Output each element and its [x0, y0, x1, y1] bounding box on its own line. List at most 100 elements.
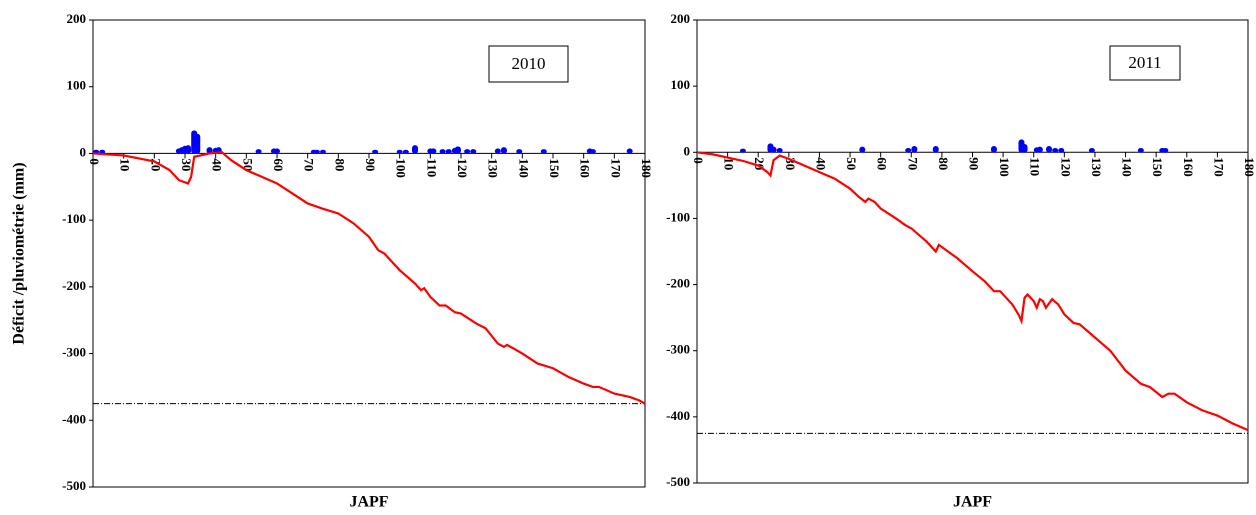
rain-bar — [500, 147, 507, 154]
annotation: 2010 — [512, 54, 546, 73]
y-tick-label: 0 — [684, 143, 691, 158]
rain-bar — [454, 146, 461, 154]
rain-bar — [1137, 147, 1144, 153]
y-tick-label: -200 — [666, 276, 690, 291]
rain-bar — [1058, 147, 1065, 153]
annotation-box — [1109, 45, 1181, 81]
x-tick-label: 90 — [363, 158, 378, 171]
rain-bar — [739, 148, 746, 153]
rain-bar — [274, 148, 280, 154]
y-tick-label: 100 — [67, 78, 87, 93]
rain-bar — [1052, 147, 1059, 153]
x-tick-label: 70 — [302, 158, 317, 171]
x-tick-label: 160 — [578, 158, 593, 178]
y-tick-label: -500 — [62, 478, 86, 493]
deficit-line — [696, 151, 1249, 432]
rain-bar — [905, 147, 912, 153]
y-axis-label: Déficit /pluviométrie (mm) — [11, 162, 28, 344]
y-tick-label: -300 — [62, 345, 86, 360]
y-tick-label: 200 — [671, 11, 691, 26]
rain-bar — [1046, 145, 1053, 153]
y-tick-label: -200 — [62, 278, 86, 293]
rain-bar — [776, 147, 783, 153]
x-tick-label: 80 — [936, 157, 951, 170]
x-tick-label: 100 — [394, 158, 409, 178]
x-tick-label: 20 — [752, 157, 767, 170]
rain-bar — [185, 145, 192, 154]
x-tick-label: 0 — [87, 158, 102, 165]
rain-bar — [990, 145, 997, 153]
x-tick-label: 100 — [997, 157, 1012, 177]
rain-bar — [464, 149, 471, 154]
y-tick-label: 0 — [80, 144, 87, 159]
x-tick-label: 50 — [240, 158, 255, 171]
x-tick-label: 140 — [516, 158, 531, 178]
x-axis-label: JAPF — [953, 494, 992, 511]
rain-bar — [1088, 147, 1095, 153]
x-tick-label: 30 — [179, 158, 194, 171]
rain-bar — [439, 149, 446, 154]
x-tick-label: 150 — [1150, 157, 1165, 177]
rain-bar — [932, 145, 939, 153]
rain-bar — [589, 149, 596, 154]
rain-bar — [372, 149, 379, 154]
y-tick-label: -100 — [62, 211, 86, 226]
x-tick-label: 10 — [722, 157, 737, 170]
plot-frame — [696, 19, 1249, 484]
x-tick-label: 170 — [608, 158, 623, 178]
x-tick-label: 0 — [691, 157, 706, 164]
rain-bar — [1021, 143, 1028, 153]
rain-bar — [445, 149, 452, 154]
x-tick-label: 140 — [1120, 157, 1135, 177]
rain-bar — [313, 149, 320, 154]
x-tick-label: 150 — [547, 158, 562, 178]
x-tick-label: 60 — [271, 158, 286, 171]
rain-bar — [430, 148, 437, 154]
rain-bar — [194, 133, 201, 154]
y-tick-label: -100 — [666, 209, 690, 224]
x-tick-label: 160 — [1181, 157, 1196, 177]
rain-bar — [859, 146, 866, 153]
y-tick-label: -500 — [666, 474, 690, 489]
x-tick-label: 40 — [813, 157, 828, 170]
x-tick-label: 130 — [1089, 157, 1104, 177]
y-tick-label: 200 — [67, 11, 87, 26]
x-tick-label: 60 — [875, 157, 890, 170]
y-tick-label: -400 — [62, 411, 86, 426]
rain-bar — [911, 145, 918, 153]
x-tick-label: 180 — [639, 158, 654, 178]
x-tick-label: 180 — [1242, 157, 1256, 177]
rain-bar — [412, 145, 418, 154]
x-tick-label: 50 — [844, 157, 859, 170]
y-tick-label: -400 — [666, 408, 690, 423]
rain-bar — [540, 149, 547, 154]
deficit-line — [92, 150, 646, 405]
plot-frame — [92, 19, 646, 488]
x-tick-label: 110 — [424, 158, 439, 177]
x-tick-label: 110 — [1028, 157, 1043, 176]
rain-bar — [626, 148, 633, 154]
rain-bar — [494, 148, 501, 154]
annotation-box — [488, 45, 569, 83]
rain-bar — [470, 149, 477, 154]
x-axis-label: JAPF — [349, 494, 388, 511]
rain-bar — [516, 149, 523, 154]
x-tick-label: 10 — [118, 158, 133, 171]
x-tick-label: 40 — [210, 158, 225, 171]
y-tick-label: 100 — [671, 77, 691, 92]
rain-bar — [770, 146, 777, 153]
x-tick-label: 120 — [455, 158, 470, 178]
rain-bar — [1036, 146, 1043, 153]
rain-bar — [320, 149, 326, 154]
rain-bar — [402, 149, 409, 154]
x-tick-label: 130 — [486, 158, 501, 178]
rain-bar — [255, 149, 262, 154]
x-tick-label: 170 — [1211, 157, 1226, 177]
rain-bar — [1162, 147, 1169, 153]
x-tick-label: 120 — [1058, 157, 1073, 177]
x-tick-label: 80 — [332, 158, 347, 171]
annotation: 2011 — [1128, 53, 1161, 72]
